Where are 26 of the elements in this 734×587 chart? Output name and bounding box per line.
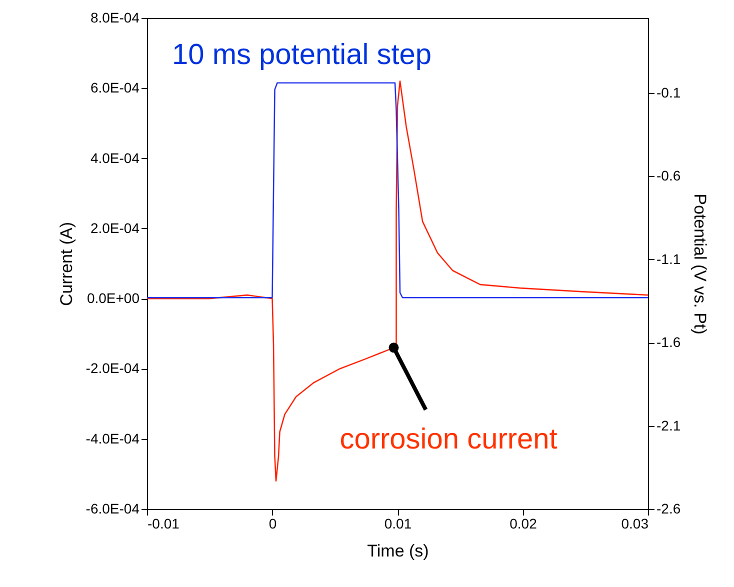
x-axis-title: Time (s) (367, 542, 429, 560)
line-series (147, 80, 648, 482)
y2-tick-label: -1.6 (656, 334, 681, 350)
y2-tick-label: -0.1 (656, 84, 681, 100)
y-tick-label: -4.0E-04 (86, 430, 140, 446)
y2-tick-label: -2.6 (656, 500, 681, 516)
line-series (147, 82, 648, 298)
y-tick-label: 6.0E-04 (90, 80, 140, 96)
y2-tick-label: -1.1 (656, 250, 681, 267)
y-tick-label: 0.0E+00 (86, 290, 140, 306)
y-tick-label: 2.0E-04 (90, 220, 140, 236)
x-tick-label: 0.01 (384, 516, 412, 532)
annotation: corrosion current (340, 424, 558, 456)
x-tick-label: -0.01 (148, 516, 180, 532)
y-axis-title: Current (A) (56, 222, 76, 306)
annotation: 10 ms potential step (172, 39, 432, 71)
y2-tick-label: -2.1 (656, 417, 681, 434)
y-tick-label: 4.0E-04 (90, 150, 140, 166)
y2-axis-title: Potential (V vs. Pt) (690, 194, 710, 334)
y2-tick-label: -0.6 (656, 168, 681, 184)
x-tick-label: 0.02 (510, 516, 538, 532)
y-tick-label: 8.0E-04 (90, 10, 140, 26)
x-tick-label: 0.03 (621, 516, 649, 532)
y-tick-label: -6.0E-04 (86, 500, 140, 516)
y-tick-label: -2.0E-04 (86, 360, 140, 376)
x-tick-label: 0 (268, 516, 277, 532)
